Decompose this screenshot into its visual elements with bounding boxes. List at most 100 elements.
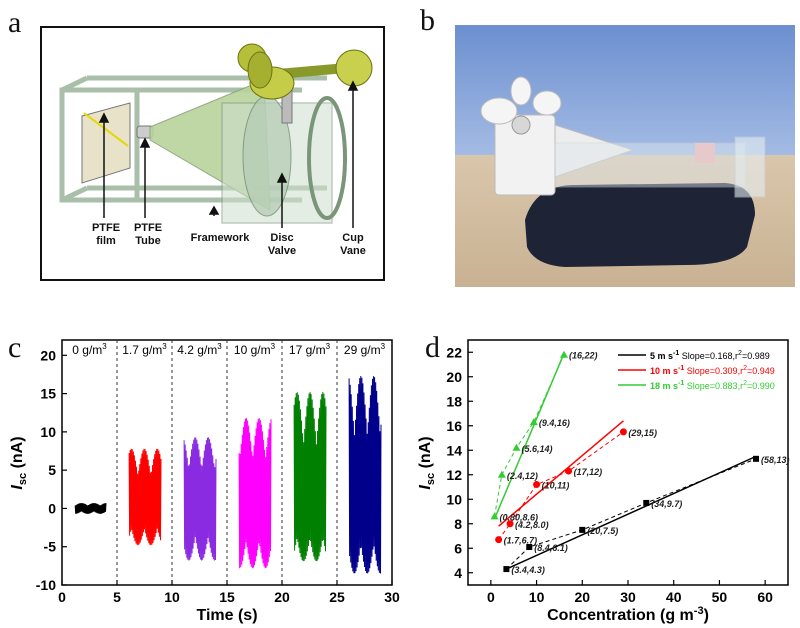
segment-label: 10 g/m3 (234, 342, 276, 357)
chart-c-xlabel: Time (s) (196, 607, 257, 624)
x-tick-label: 20 (274, 589, 290, 605)
data-point (495, 536, 503, 544)
label-cup-vane-line2: Vane (340, 245, 366, 257)
label-cup-vane: Cup Vane (333, 232, 373, 258)
chart-c-ylabel-unit: (nA) (9, 436, 26, 472)
chart-c-y-axis: -10 -5 0 5 10 15 20 (36, 347, 67, 593)
data-point (503, 566, 510, 573)
data-point (753, 455, 759, 462)
point-label: (34,9.7) (651, 499, 682, 509)
data-point (512, 443, 521, 451)
device-photo-drawing (455, 25, 795, 287)
y-tick-label: 10 (446, 491, 462, 507)
label-disc-valve: Disc Valve (262, 232, 302, 258)
legend-label: 18 m s-1 Slope=0.883,r2=0.990 (650, 380, 775, 391)
point-label: (5.6,14) (521, 444, 552, 454)
point-label: (8.4,6.1) (534, 543, 568, 553)
y-tick-label: 20 (446, 369, 462, 385)
chart-d-y-axis: 4 6 8 10 12 14 16 18 20 22 (446, 344, 473, 581)
chart-c-traces (74, 375, 382, 574)
chart-d-point-labels: (3.4,4.3) (8.4,6.1) (20,7.5) (34,9.7) (58,13… (500, 351, 790, 575)
chart-c-x-axis: 0 5 10 15 20 25 30 (58, 580, 400, 605)
chart-c-ylabel-sub: sc (17, 473, 29, 485)
x-tick-label: 30 (384, 589, 400, 605)
y-tick-label: 0 (48, 500, 56, 516)
fit-line (506, 455, 757, 570)
x-tick-label: 5 (113, 589, 121, 605)
fit-line (493, 353, 565, 520)
point-label: (9.4,16) (539, 418, 570, 428)
y-tick-label: 10 (40, 424, 56, 440)
y-tick-label: -5 (44, 539, 57, 555)
fit-line (498, 420, 624, 527)
trace-segment (293, 392, 327, 562)
cup-vane-shape (237, 43, 373, 100)
chart-c-dividers (116, 340, 338, 585)
legend-label: 5 m s-1 Slope=0.168,r2=0.989 (650, 350, 770, 361)
device-schematic: PTFE film PTFE Tube Framework Disc Valve… (40, 26, 385, 281)
label-cup-vane-line1: Cup (342, 232, 364, 244)
data-point (579, 526, 586, 533)
y-tick-label: 6 (454, 540, 462, 556)
chart-c-ylabel: Isc (nA) (9, 436, 29, 489)
chart-c-segment-labels: 0 g/m3 1.7 g/m3 4.2 g/m3 10 g/m3 17 g/m3 29 g… (72, 342, 385, 357)
data-point (533, 481, 541, 489)
segment-label: 4.2 g/m3 (177, 342, 222, 357)
data-point (526, 544, 533, 551)
ptfe-film-shape (81, 102, 131, 184)
device-schematic-drawing (59, 43, 373, 228)
x-tick-label: 30 (620, 589, 636, 605)
trace-segment (348, 375, 382, 574)
panel-letter-c: c (8, 331, 22, 364)
chart-current-vs-concentration: (3.4,4.3) (8.4,6.1) (20,7.5) (34,9.7) (58,13… (417, 339, 790, 624)
chart-d-ylabel-unit: (nA) (417, 436, 434, 472)
chart-c-ylabel-main: I (9, 485, 26, 490)
panel-letter-d: d (425, 331, 440, 364)
label-disc-valve-line1: Disc (270, 232, 294, 244)
trace-segment (183, 437, 217, 561)
chart-current-vs-time: -10 -5 0 5 10 15 20 0 5 10 15 20 25 30 0 g/m3 1.7 g/m… (9, 339, 400, 624)
data-point (497, 470, 506, 478)
x-tick-label: 10 (529, 589, 545, 605)
segment-label: 0 g/m3 (72, 342, 107, 357)
point-label: (20,7.5) (587, 526, 618, 536)
chart-d-ylabel-main: I (417, 485, 434, 490)
y-tick-label: -10 (36, 577, 56, 593)
label-disc-valve-line2: Valve (267, 245, 297, 257)
panel-letter-a: a (8, 6, 22, 39)
segment-label: 1.7 g/m3 (122, 342, 167, 357)
x-tick-label: 50 (712, 589, 728, 605)
point-label: (1.7,6.7) (504, 536, 538, 546)
chart-d-ylabel-sub: sc (425, 473, 437, 485)
data-point (560, 350, 568, 358)
device-photo (455, 25, 795, 287)
label-ptfe-tube-line1: PTFE (133, 222, 163, 234)
point-label: (16,22) (569, 351, 598, 361)
chart-d-ylabel: Isc (nA) (417, 436, 437, 489)
x-tick-label: 40 (666, 589, 682, 605)
y-tick-label: 20 (40, 347, 56, 363)
chart-d-x-axis: 0 10 20 30 40 50 60 (487, 580, 773, 605)
y-tick-label: 12 (446, 467, 462, 483)
y-tick-label: 4 (454, 565, 462, 581)
legend-label: 10 m s-1 Slope=0.309,r2=0.949 (650, 365, 775, 376)
label-framework: Framework (190, 232, 250, 244)
x-tick-label: 0 (58, 589, 66, 605)
data-point (506, 520, 514, 528)
data-point (490, 512, 499, 520)
y-tick-label: 18 (446, 393, 462, 409)
label-ptfe-film-line2: film (96, 235, 116, 247)
housing-rim (307, 96, 347, 220)
point-label: (0.80,8.6) (500, 512, 539, 522)
x-tick-label: 20 (574, 589, 590, 605)
y-tick-label: 15 (40, 386, 56, 402)
x-tick-label: 60 (757, 589, 773, 605)
segment-label: 29 g/m3 (344, 342, 386, 357)
y-tick-label: 14 (446, 442, 462, 458)
trace-segment (128, 448, 162, 546)
trace-segment (74, 503, 107, 514)
chart-d-xlabel-end: ) (704, 607, 709, 624)
data-point (643, 499, 650, 506)
chart-d-xlabel-text: Concentration (g m (547, 607, 694, 624)
label-ptfe-film-line1: PTFE (91, 222, 121, 234)
